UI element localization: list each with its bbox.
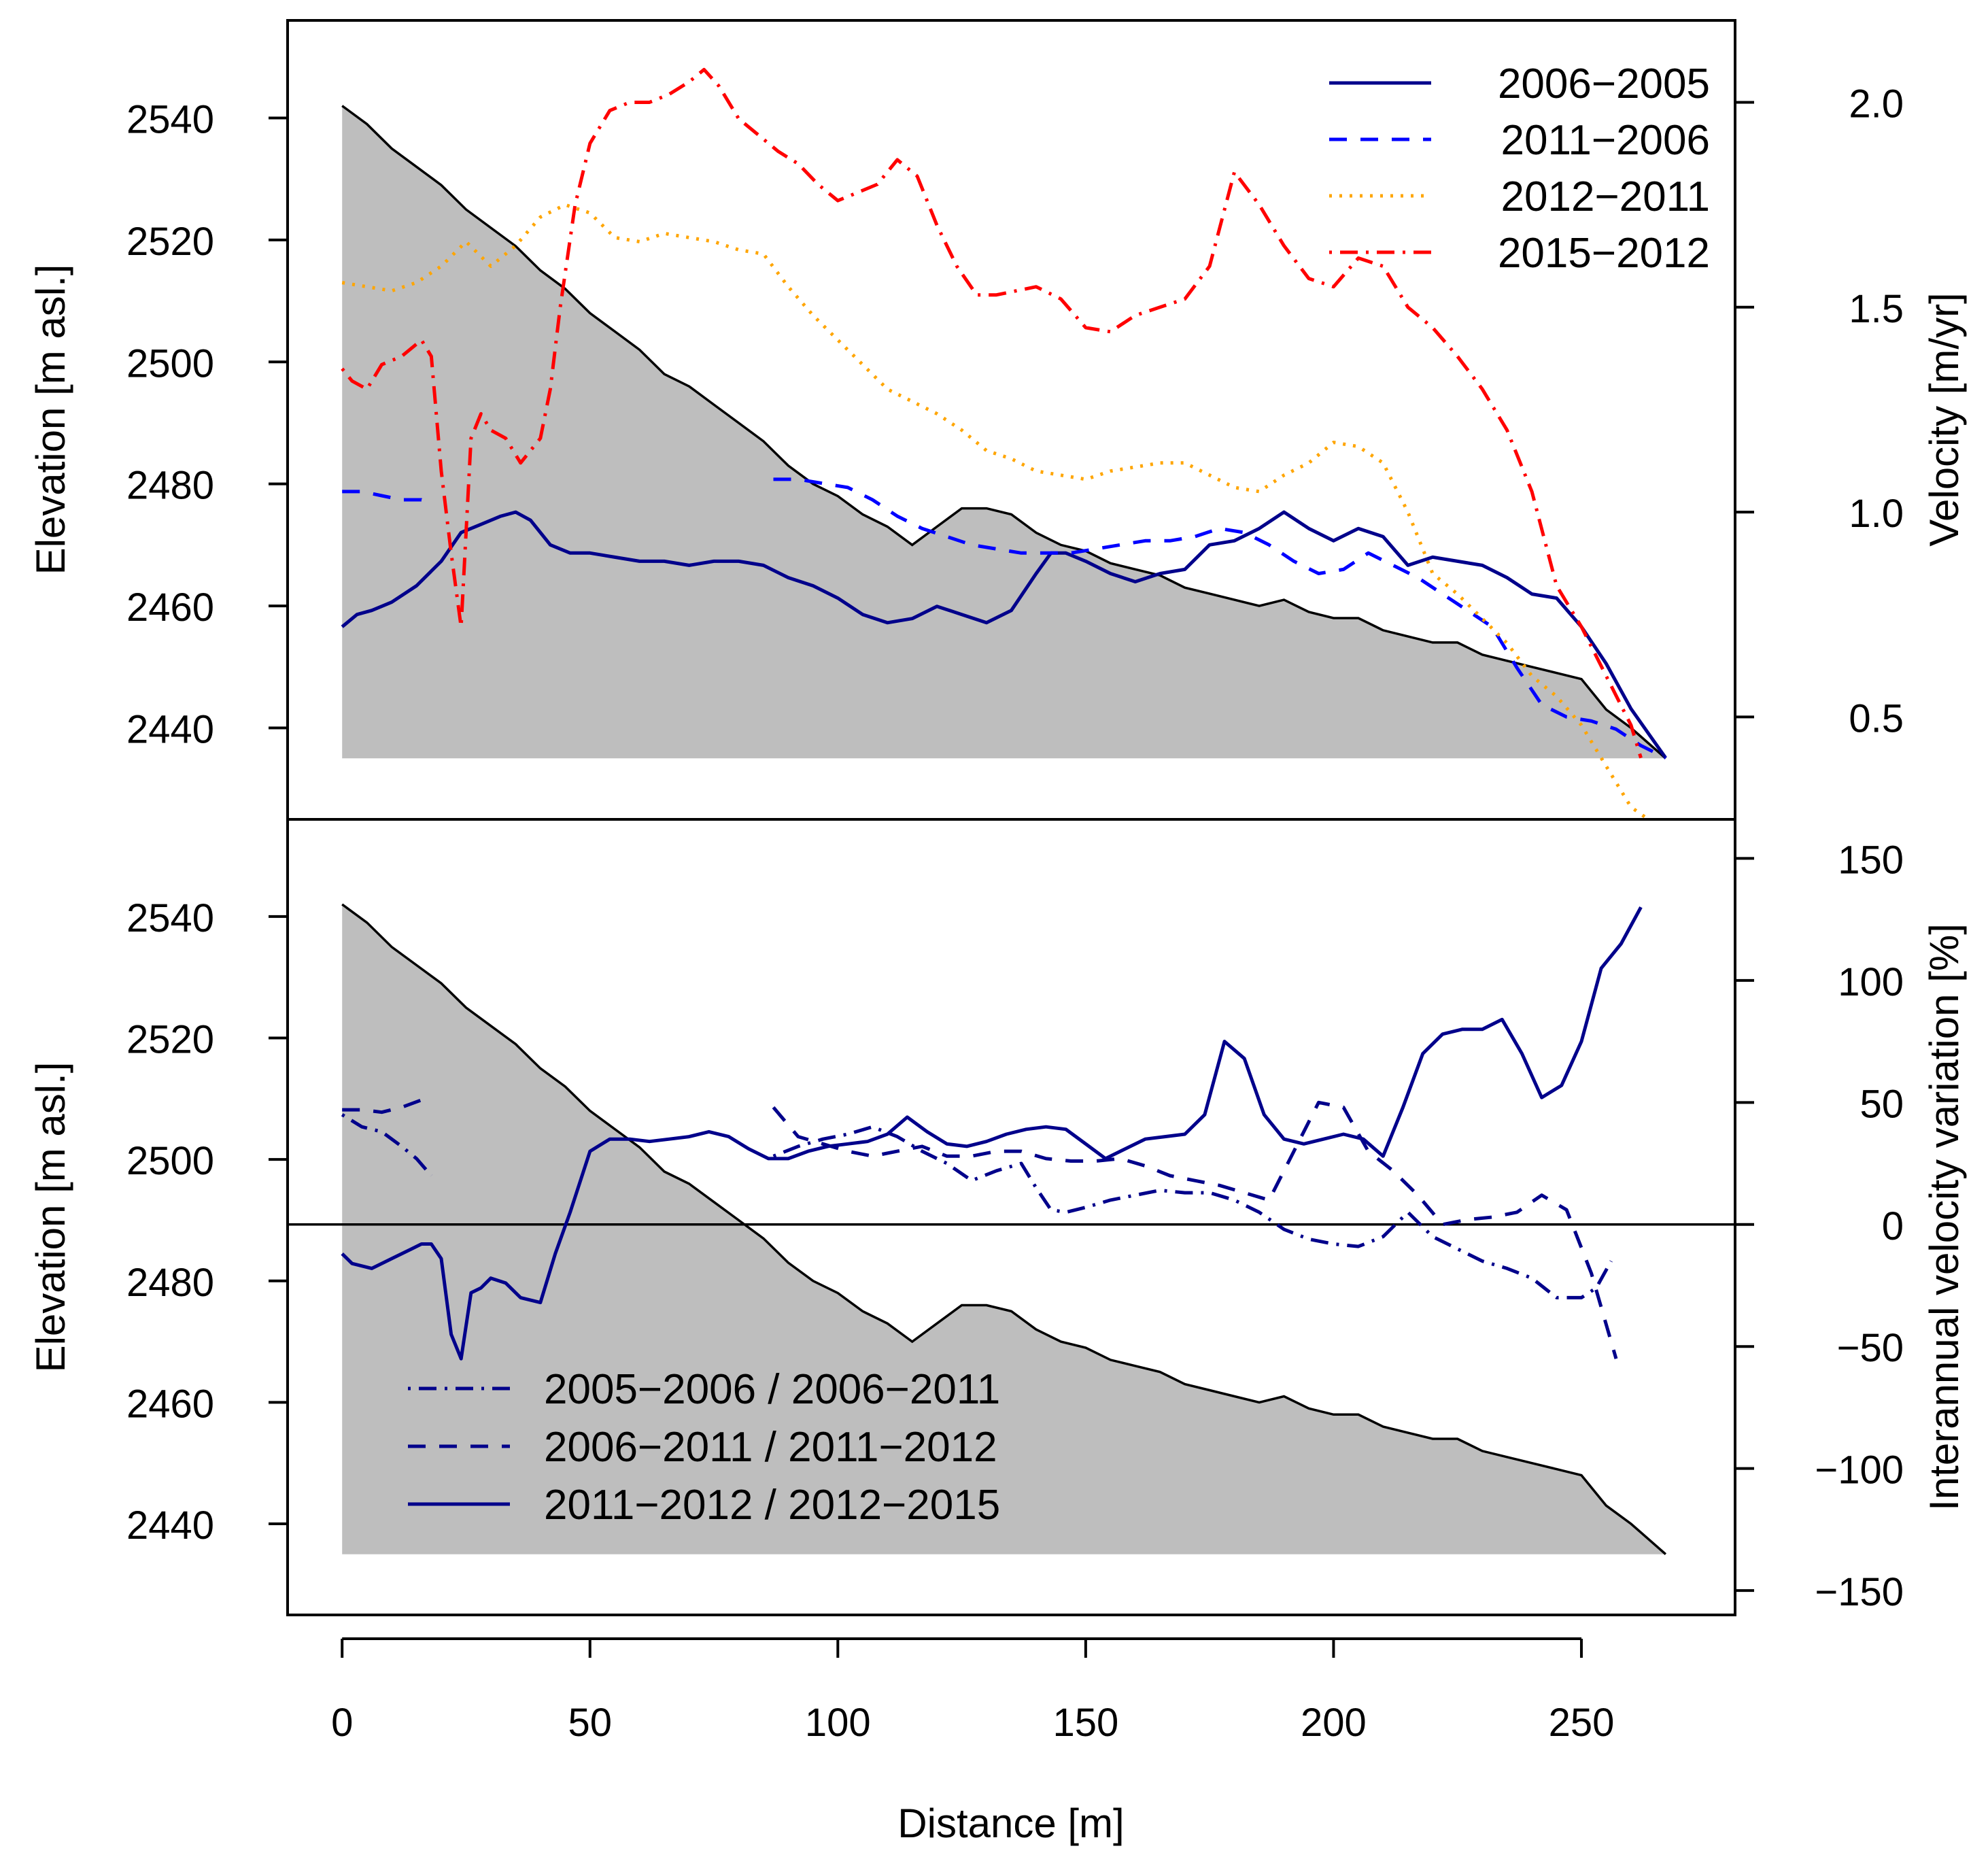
x-tick-label: 100	[805, 1701, 871, 1745]
legend-label-2006-2005: 2006−2005	[1498, 61, 1710, 107]
left-y-tick-label: 2440	[126, 1503, 214, 1548]
left-y-tick-label: 2540	[126, 98, 214, 142]
right-y-tick-label: 150	[1838, 838, 1904, 882]
right-y-tick-label: 50	[1860, 1082, 1904, 1126]
series-line-2015-2012	[341, 67, 1643, 759]
left-y-tick-label: 2460	[126, 585, 214, 630]
variation-panel-frame	[286, 818, 1736, 1616]
terrain-elevation-area	[342, 105, 1666, 759]
right-y-tick-label: 2.0	[1849, 82, 1904, 126]
left-y-tick-label: 2460	[126, 1382, 214, 1426]
right-y-tick-label: −100	[1815, 1448, 1904, 1493]
velocity-legend: 2006−2005 2011−2006 2012−2011 2015−2012	[1329, 61, 1710, 277]
left-y-tick-label: 2480	[126, 464, 214, 508]
left-y-tick-label: 2480	[126, 1261, 214, 1305]
left-y-tick-label: 2500	[126, 341, 214, 386]
series-line-2005-2006-2006-2011-part2	[772, 1125, 1613, 1299]
right-y-tick-label: 0	[1882, 1204, 1904, 1248]
terrain-elevation-area	[342, 904, 1666, 1554]
right-y-tick-label: 1.0	[1849, 492, 1904, 536]
variation-panel: 2440 2460 2480 2500 2520 2540 −150 −100 −50 0 50 1…	[28, 818, 1967, 1616]
variation-legend: 2005−2006 / 2006−2011 2006−2011 / 2011−2…	[408, 1366, 1000, 1529]
x-tick-label: 0	[331, 1701, 353, 1745]
legend-label-2011-2006: 2011−2006	[1501, 117, 1710, 164]
legend-label-2005-2006-vs-2006-2011: 2005−2006 / 2006−2011	[544, 1366, 1000, 1413]
series-line-2006-2011-2011-2012-part2	[772, 1100, 1618, 1359]
velocity-panel-left-axis-title: Elevation [m asl.]	[28, 265, 73, 575]
variation-panel-left-axis-title: Elevation [m asl.]	[28, 1062, 73, 1373]
series-line-2005-2006-2006-2011-part1	[341, 1113, 433, 1177]
left-y-tick-label: 2520	[126, 220, 214, 264]
x-axis-title: Distance [m]	[897, 1801, 1124, 1846]
x-tick-label: 200	[1301, 1701, 1367, 1745]
series-line-2006-2005	[341, 510, 1667, 760]
left-y-tick-label: 2520	[126, 1018, 214, 1062]
x-tick-label: 50	[568, 1701, 612, 1745]
right-y-tick-label: 1.5	[1849, 287, 1904, 331]
series-line-2011-2006-part1	[342, 490, 432, 506]
x-tick-label: 150	[1052, 1701, 1118, 1745]
distance-x-axis: 0 50 100 150 200 250 Distance [m]	[331, 1637, 1615, 1846]
legend-label-2015-2012: 2015−2012	[1498, 230, 1710, 277]
left-y-tick-label: 2500	[126, 1139, 214, 1183]
terrain-surface-line	[341, 903, 1667, 1556]
x-tick-label: 250	[1549, 1701, 1615, 1745]
right-y-tick-label: 0.5	[1849, 696, 1904, 740]
legend-label-2006-2011-vs-2011-2012: 2006−2011 / 2011−2012	[544, 1424, 997, 1471]
velocity-panel: 2440 2460 2480 2500 2520 2540 0.5 1.0 1.5 2.0 El…	[28, 19, 1967, 821]
series-line-2011-2012-2012-2015	[341, 906, 1643, 1361]
legend-label-2011-2012-vs-2012-2015: 2011−2012 / 2012−2015	[544, 1482, 1000, 1529]
velocity-panel-right-axis-title: Velocity [m/yr]	[1921, 292, 1967, 546]
variation-panel-right-axis-title: Interannual velocity variation [%]	[1921, 923, 1967, 1511]
series-line-2006-2011-2011-2012-part1	[342, 1095, 432, 1114]
series-line-2011-2006-part2	[773, 477, 1667, 760]
terrain-surface-line	[341, 105, 1667, 760]
right-y-tick-label: 100	[1838, 960, 1904, 1004]
legend-label-2012-2011: 2012−2011	[1501, 173, 1710, 220]
right-y-tick-label: −150	[1815, 1570, 1904, 1614]
left-y-tick-label: 2540	[126, 896, 214, 940]
right-y-tick-label: −50	[1837, 1326, 1904, 1370]
left-y-tick-label: 2440	[126, 707, 214, 751]
